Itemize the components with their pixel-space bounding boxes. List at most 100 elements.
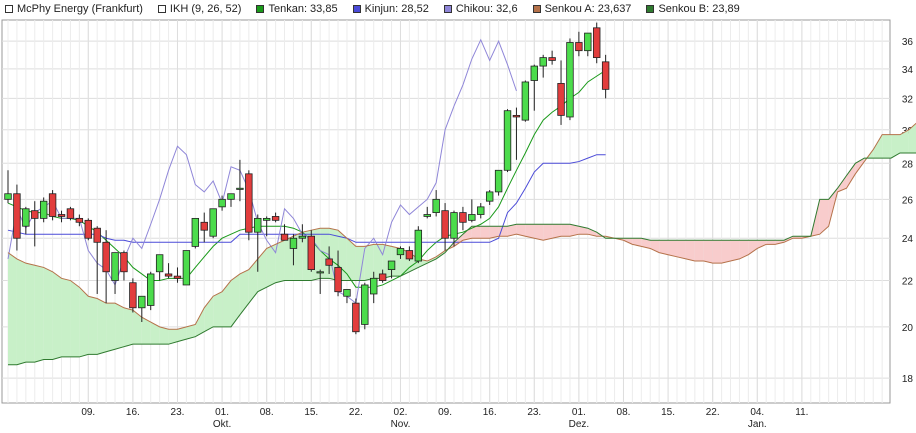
candle-body — [477, 206, 485, 215]
legend-item-2: Tenkan: 33,85 — [256, 3, 338, 15]
x-tick-label: 16. — [483, 407, 497, 418]
candle-body — [325, 258, 333, 266]
cloud-segment — [43, 267, 53, 360]
cloud-segment — [70, 280, 80, 357]
x-tick-label: 16. — [126, 407, 140, 418]
cloud-segment — [659, 240, 669, 255]
cloud-segment — [534, 224, 544, 241]
x-month-label: Dez. — [569, 419, 590, 430]
candle-body — [566, 42, 574, 118]
x-tick-label: 09. — [438, 407, 452, 418]
cloud-segment — [569, 224, 579, 237]
cloud-segment — [685, 240, 695, 262]
cloud-segment — [739, 240, 749, 259]
x-tick-label: 01. — [215, 407, 229, 418]
x-month-label: Okt. — [213, 419, 231, 430]
candle-body — [352, 302, 360, 333]
cloud-segment — [115, 303, 124, 350]
candle-body — [262, 217, 271, 221]
candle-body — [84, 219, 92, 239]
cloud-segment — [61, 278, 71, 357]
cloud-segment — [231, 273, 240, 327]
cloud-segment — [757, 240, 767, 249]
cloud-segment — [222, 280, 231, 327]
candle-body — [173, 275, 182, 279]
candle-body — [245, 173, 253, 233]
candle-body — [39, 200, 48, 219]
y-tick-label: 32 — [902, 94, 914, 105]
cloud-segment — [668, 240, 677, 257]
candle-body — [147, 273, 155, 306]
white-square-icon — [5, 5, 13, 13]
candle-body — [512, 114, 521, 118]
candle-body — [102, 241, 110, 273]
candle-body — [584, 32, 592, 52]
candle-body — [575, 42, 583, 52]
cloud-segment — [52, 271, 62, 360]
legend-label: Senkou A: 23,637 — [544, 3, 632, 15]
cloud-segment — [837, 175, 847, 192]
candle-body — [93, 227, 101, 243]
cloud-segment — [525, 224, 535, 239]
candle-body — [48, 193, 57, 217]
x-month-label: Jan. — [748, 419, 767, 430]
x-tick-label: 04. — [750, 407, 764, 418]
y-tick-label: 18 — [902, 374, 914, 385]
x-tick-label: 08. — [260, 407, 274, 418]
candle-body — [31, 210, 39, 219]
candle-body — [289, 237, 298, 249]
cloud-segment — [882, 134, 892, 159]
cloud-segment — [257, 248, 267, 292]
legend-label: Chikou: 32,6 — [455, 3, 518, 15]
candle-body — [182, 250, 191, 286]
x-tick-label: 01. — [572, 407, 586, 418]
cloud-segment — [168, 329, 178, 345]
legend-label: Kinjun: 28,52 — [364, 3, 429, 15]
candle-body — [120, 252, 128, 273]
candle-body — [4, 193, 12, 200]
cloud-segment — [819, 199, 829, 235]
cloud-segment — [694, 240, 704, 262]
candle-body — [396, 248, 405, 256]
cloud-segment — [873, 134, 883, 159]
legend-item-1: IKH (9, 26, 52) — [157, 3, 242, 15]
cloud-segment — [891, 134, 900, 159]
cloud-segment — [34, 265, 44, 363]
candle-body — [57, 214, 66, 217]
candle-body — [414, 229, 423, 262]
x-tick-label: 15. — [661, 407, 675, 418]
legend-label: Tenkan: 33,85 — [268, 3, 338, 15]
cloud-segment — [730, 240, 740, 262]
candle-body — [307, 235, 315, 270]
candle-body — [316, 271, 324, 274]
candle-body — [334, 267, 342, 293]
cloud-segment — [141, 317, 151, 345]
candle-body — [218, 198, 226, 208]
legend-label: IKH (9, 26, 52) — [169, 3, 242, 15]
candle-body — [539, 57, 547, 67]
green-square-icon — [256, 5, 265, 13]
cloud-segment — [106, 303, 116, 352]
cloud-segment — [650, 240, 660, 253]
candle-body — [521, 81, 530, 121]
candle-body — [155, 254, 164, 273]
white-square-icon — [157, 5, 166, 13]
cloud-segment — [721, 240, 731, 264]
x-tick-label: 23. — [527, 407, 541, 418]
cloud-segment — [186, 324, 196, 340]
x-tick-label: 02. — [394, 407, 408, 418]
y-tick-label: 28 — [902, 159, 914, 170]
cloud-segment — [248, 258, 258, 304]
candle-body — [66, 208, 75, 219]
chikou-line — [7, 38, 517, 305]
candle-body — [227, 193, 235, 200]
candle-body — [459, 212, 467, 223]
candle-body — [129, 282, 137, 309]
cloud-segment — [346, 238, 356, 281]
candle-body — [75, 217, 84, 223]
candle-body — [298, 235, 307, 239]
y-tick-label: 36 — [902, 37, 914, 48]
cloud-segment — [908, 123, 916, 153]
lavender-square-icon — [443, 5, 452, 13]
candle-body — [280, 233, 289, 241]
